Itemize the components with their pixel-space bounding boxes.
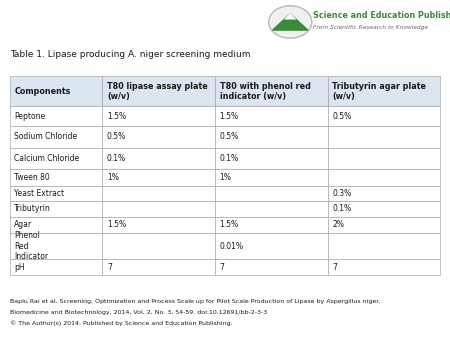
Text: 0.1%: 0.1% bbox=[220, 154, 239, 163]
Bar bbox=[10, 259, 103, 275]
Bar bbox=[328, 186, 440, 201]
Bar bbox=[103, 148, 215, 169]
Bar bbox=[328, 201, 440, 217]
Text: Baplu Rai et al. Screening, Optimization and Process Scale up for Pilot Scale Pr: Baplu Rai et al. Screening, Optimization… bbox=[10, 299, 380, 304]
Text: Peptone: Peptone bbox=[14, 112, 45, 121]
Bar bbox=[10, 106, 103, 126]
Text: Yeast Extract: Yeast Extract bbox=[14, 189, 64, 198]
Bar bbox=[103, 126, 215, 148]
Text: 0.1%: 0.1% bbox=[332, 204, 351, 213]
Text: Tributyrin: Tributyrin bbox=[14, 204, 51, 213]
Bar bbox=[215, 169, 328, 186]
Text: Phenol
Red
Indicator: Phenol Red Indicator bbox=[14, 231, 49, 261]
Bar bbox=[10, 233, 103, 259]
Bar bbox=[215, 76, 328, 106]
Text: Calcium Chloride: Calcium Chloride bbox=[14, 154, 80, 163]
Text: 0.01%: 0.01% bbox=[220, 242, 243, 250]
Text: 0.5%: 0.5% bbox=[332, 112, 351, 121]
Bar bbox=[328, 169, 440, 186]
Circle shape bbox=[269, 6, 312, 38]
Bar bbox=[103, 217, 215, 233]
Bar bbox=[10, 148, 103, 169]
Bar bbox=[328, 217, 440, 233]
Text: 1.5%: 1.5% bbox=[107, 220, 126, 230]
Bar bbox=[328, 148, 440, 169]
Bar bbox=[10, 201, 103, 217]
Text: pH: pH bbox=[14, 263, 25, 272]
Bar bbox=[103, 201, 215, 217]
Text: Components: Components bbox=[14, 87, 71, 96]
Text: 0.3%: 0.3% bbox=[332, 189, 351, 198]
Text: Biomedicine and Biotechnology, 2014, Vol. 2, No. 3, 54-59. doi:10.12691/bb-2-3-3: Biomedicine and Biotechnology, 2014, Vol… bbox=[10, 310, 267, 315]
Bar bbox=[103, 259, 215, 275]
Bar bbox=[103, 169, 215, 186]
Bar bbox=[215, 126, 328, 148]
Bar bbox=[215, 106, 328, 126]
Polygon shape bbox=[271, 13, 310, 31]
Text: Agar: Agar bbox=[14, 220, 32, 230]
Text: From Scientific Research to Knowledge: From Scientific Research to Knowledge bbox=[313, 25, 428, 29]
Text: © The Author(s) 2014. Published by Science and Education Publishing.: © The Author(s) 2014. Published by Scien… bbox=[10, 321, 232, 327]
Bar bbox=[10, 76, 103, 106]
Text: T80 lipase assay plate
(w/v): T80 lipase assay plate (w/v) bbox=[107, 81, 207, 101]
Text: Sodium Chloride: Sodium Chloride bbox=[14, 132, 77, 141]
Bar bbox=[103, 186, 215, 201]
Bar bbox=[215, 201, 328, 217]
Bar bbox=[103, 76, 215, 106]
Text: 0.5%: 0.5% bbox=[220, 132, 239, 141]
Text: 7: 7 bbox=[332, 263, 337, 272]
Bar bbox=[328, 259, 440, 275]
Bar bbox=[10, 126, 103, 148]
Bar bbox=[328, 126, 440, 148]
Bar bbox=[10, 217, 103, 233]
Bar bbox=[328, 76, 440, 106]
Text: 7: 7 bbox=[107, 263, 112, 272]
Bar bbox=[215, 148, 328, 169]
Text: Table 1. Lipase producing A. niger screening medium: Table 1. Lipase producing A. niger scree… bbox=[10, 50, 250, 58]
Text: 1%: 1% bbox=[107, 173, 119, 182]
Polygon shape bbox=[284, 13, 297, 20]
Text: 1.5%: 1.5% bbox=[220, 220, 239, 230]
Text: 7: 7 bbox=[220, 263, 225, 272]
Bar bbox=[103, 106, 215, 126]
Bar bbox=[10, 169, 103, 186]
Text: Tween 80: Tween 80 bbox=[14, 173, 50, 182]
Bar bbox=[215, 217, 328, 233]
Text: Science and Education Publishing: Science and Education Publishing bbox=[313, 11, 450, 20]
Bar bbox=[10, 186, 103, 201]
Text: 1%: 1% bbox=[220, 173, 231, 182]
Bar bbox=[328, 106, 440, 126]
Bar bbox=[215, 259, 328, 275]
Text: 0.1%: 0.1% bbox=[107, 154, 126, 163]
Text: 1.5%: 1.5% bbox=[107, 112, 126, 121]
Text: Tributyrin agar plate
(w/v): Tributyrin agar plate (w/v) bbox=[332, 81, 426, 101]
Text: 1.5%: 1.5% bbox=[220, 112, 239, 121]
Bar bbox=[215, 186, 328, 201]
Bar bbox=[215, 233, 328, 259]
Text: 0.5%: 0.5% bbox=[107, 132, 126, 141]
Text: 2%: 2% bbox=[332, 220, 344, 230]
Bar bbox=[103, 233, 215, 259]
Text: T80 with phenol red
indicator (w/v): T80 with phenol red indicator (w/v) bbox=[220, 81, 310, 101]
Bar bbox=[328, 233, 440, 259]
